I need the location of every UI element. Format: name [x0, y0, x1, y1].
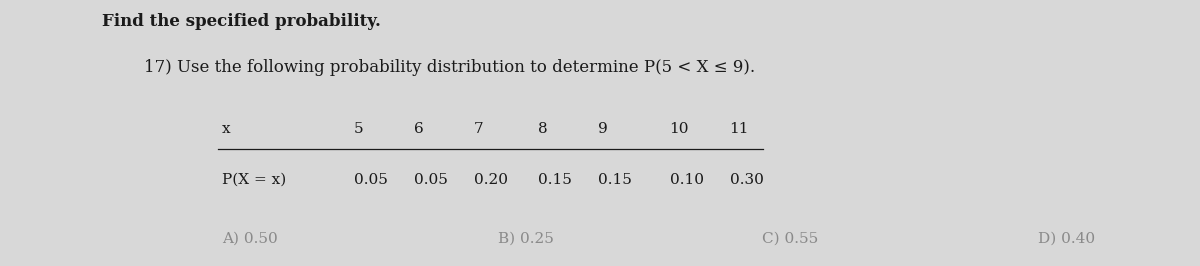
Text: D) 0.40: D) 0.40 — [1038, 231, 1096, 246]
Text: A) 0.50: A) 0.50 — [222, 231, 277, 246]
Text: 10: 10 — [670, 122, 689, 136]
Text: 0.15: 0.15 — [538, 173, 571, 187]
Text: 0.10: 0.10 — [670, 173, 703, 187]
Text: 8: 8 — [538, 122, 547, 136]
Text: 0.15: 0.15 — [598, 173, 631, 187]
Text: P(X = x): P(X = x) — [222, 173, 287, 187]
Text: 5: 5 — [354, 122, 364, 136]
Text: 0.05: 0.05 — [414, 173, 448, 187]
Text: 0.20: 0.20 — [474, 173, 508, 187]
Text: B) 0.25: B) 0.25 — [498, 231, 554, 246]
Text: 0.30: 0.30 — [730, 173, 763, 187]
Text: 0.05: 0.05 — [354, 173, 388, 187]
Text: C) 0.55: C) 0.55 — [762, 231, 818, 246]
Text: Find the specified probability.: Find the specified probability. — [102, 13, 380, 30]
Text: x: x — [222, 122, 230, 136]
Text: 9: 9 — [598, 122, 607, 136]
Text: 6: 6 — [414, 122, 424, 136]
Text: 11: 11 — [730, 122, 749, 136]
Text: 17) Use the following probability distribution to determine P(5 < X ≤ 9).: 17) Use the following probability distri… — [144, 59, 755, 76]
Text: 7: 7 — [474, 122, 484, 136]
